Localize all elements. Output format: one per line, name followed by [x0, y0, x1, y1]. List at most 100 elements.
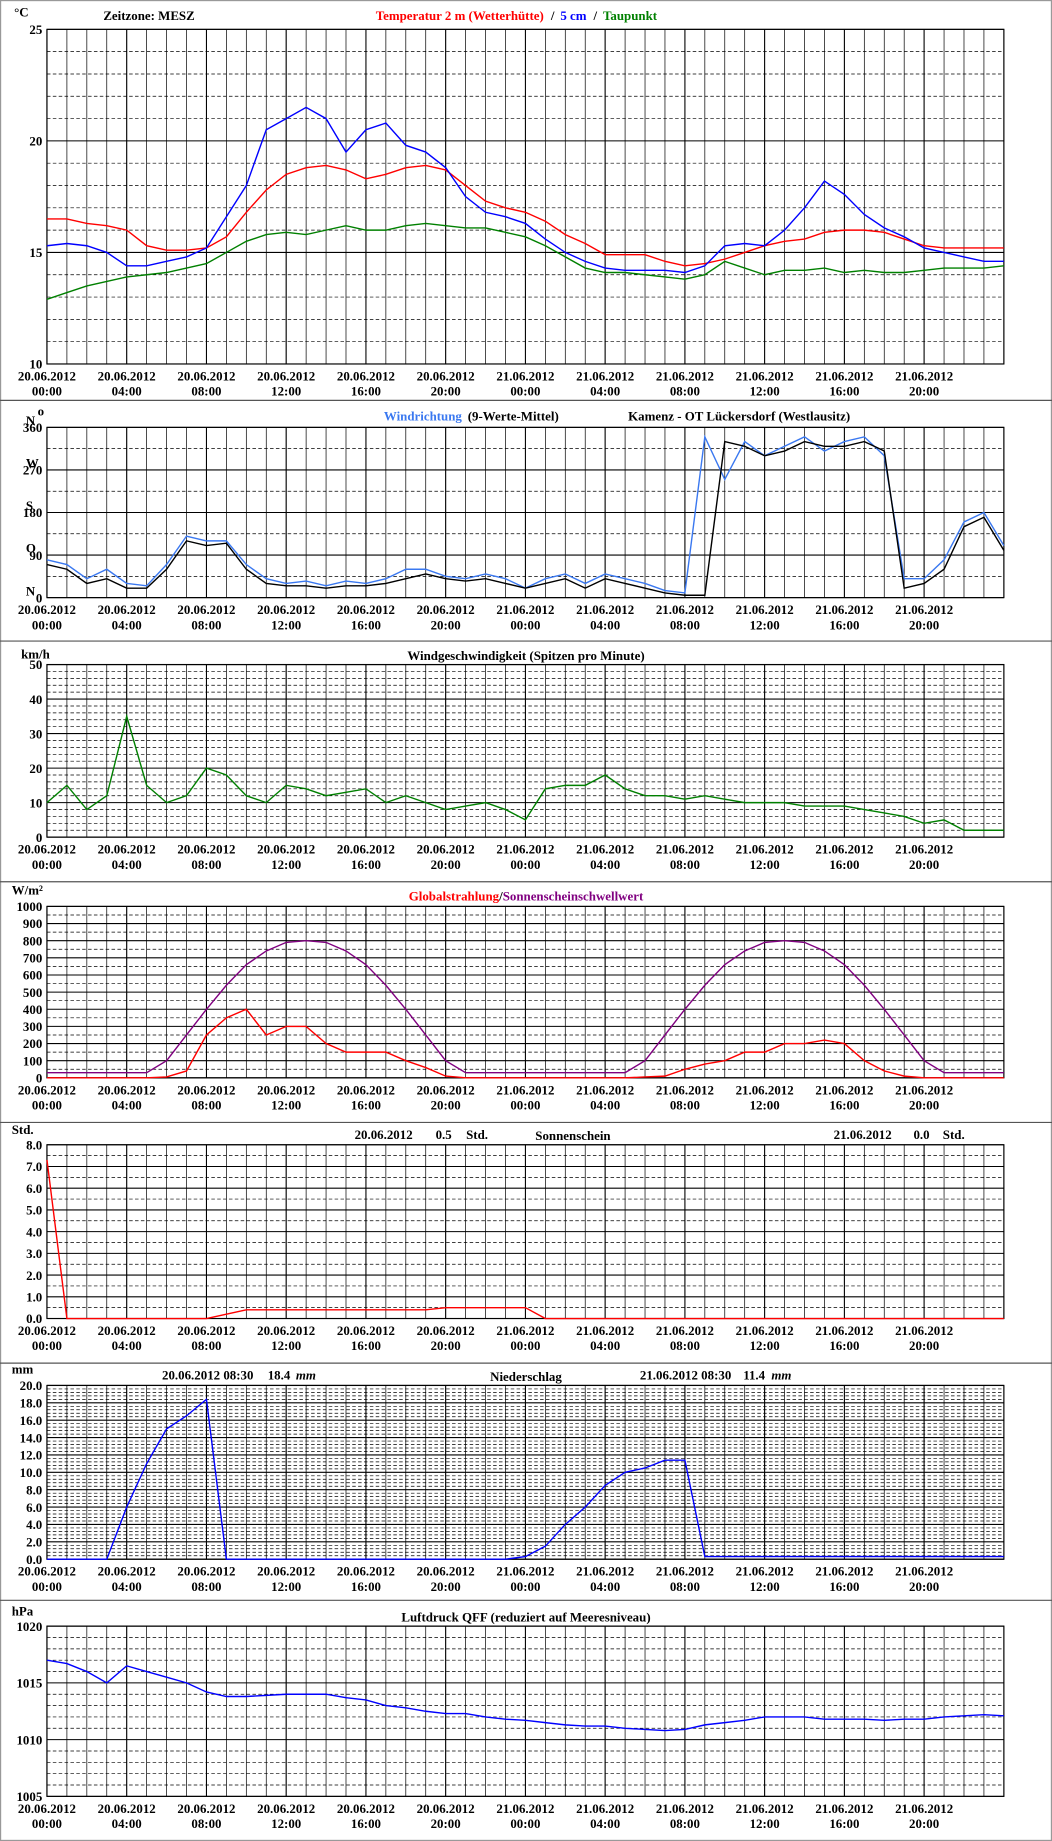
x-tick-label: 20.06.2012 20:00: [417, 1564, 475, 1594]
x-tick-label: 21.06.2012 16:00: [815, 1801, 873, 1831]
header-part: 0.0: [913, 1127, 929, 1142]
y-tick-label: 1010: [16, 1732, 42, 1747]
plot-frame: [46, 1384, 1005, 1560]
x-tick-label: 20.06.2012 16:00: [337, 1801, 395, 1831]
panel-header: 0.5: [436, 1127, 452, 1142]
y-tick-label: 800: [23, 933, 42, 948]
y-tick-label: 3.0: [26, 1246, 42, 1261]
x-tick-label: 21.06.2012 04:00: [576, 1082, 634, 1112]
x-tick-label: 21.06.2012 08:00: [656, 1323, 714, 1353]
x-tick-label: 21.06.2012 16:00: [815, 1323, 873, 1353]
x-tick-label: 20.06.2012 16:00: [337, 602, 395, 632]
header-part: Zeitzone: MESZ: [103, 8, 194, 23]
x-tick-label: 21.06.2012 12:00: [736, 1323, 794, 1353]
panel-header: Std.: [943, 1127, 965, 1142]
x-tick-label: 20.06.2012 20:00: [417, 1801, 475, 1831]
chart-panel: 1005 1010 1015 1020 20.06.2012 00:00 20.06.201…: [12, 1604, 1005, 1831]
y-tick-label: 40: [29, 692, 42, 707]
header-part: Niederschlag: [490, 1369, 562, 1384]
x-tick-label: 20.06.2012 12:00: [257, 1323, 315, 1353]
chart-panel: 0 100 200 300 400 500 600 700 800 900 1000 20.06.20…: [12, 883, 1005, 1113]
x-tick-label: 20.06.2012 04:00: [98, 1323, 156, 1353]
data-line: [46, 713, 1004, 831]
header-part: 11.4: [743, 1368, 765, 1383]
y-tick-label: 1000: [16, 899, 42, 914]
x-tick-label: 20.06.2012 00:00: [18, 602, 76, 632]
y-tick-label: 90: [29, 548, 42, 563]
y-tick-label: 5.0: [26, 1203, 42, 1218]
y-tick-label: 1.0: [26, 1289, 42, 1304]
x-tick-label: 20.06.2012 04:00: [98, 1082, 156, 1112]
y-tick-label: 700: [23, 951, 42, 966]
x-tick-label: 20.06.2012 08:00: [177, 368, 235, 398]
y-tick-label: 10.0: [20, 1465, 43, 1480]
header-part: /: [593, 8, 598, 23]
y-axis-unit: km/h: [21, 647, 50, 662]
y-tick-label: 1015: [16, 1676, 42, 1691]
x-tick-label: 21.06.2012 20:00: [895, 602, 953, 632]
y-tick-label: 8.0: [26, 1137, 42, 1152]
compass-label: O: [26, 541, 36, 556]
y-tick-label: 16.0: [20, 1413, 43, 1428]
x-tick-label: 21.06.2012 00:00: [496, 842, 554, 872]
y-tick-label: 6.0: [26, 1181, 42, 1196]
x-tick-label: 20.06.2012 20:00: [417, 1323, 475, 1353]
y-tick-label: 8.0: [26, 1482, 42, 1497]
x-tick-label: 20.06.2012 08:00: [177, 1082, 235, 1112]
panel-header: 18.4: [268, 1368, 291, 1383]
y-tick-label: 4.0: [26, 1517, 42, 1532]
x-tick-label: 20.06.2012 04:00: [98, 368, 156, 398]
y-tick-label: 20: [29, 134, 42, 149]
data-line: [46, 440, 1005, 596]
x-tick-label: 20.06.2012 20:00: [417, 368, 475, 398]
compass-label: S: [26, 498, 33, 513]
panel-header: Std.: [466, 1127, 488, 1142]
plot-frame: [46, 426, 1005, 599]
chart-panel: 0 10 20 30 40 50 20.06.2012 00:00 20.06.2012 04:0…: [18, 647, 1005, 872]
panel-header: Windrichtung (9-Werte-Mittel): [384, 408, 559, 423]
panel-header: 20.06.2012 08:30: [162, 1368, 253, 1383]
x-tick-label: 21.06.2012 00:00: [496, 602, 554, 632]
header-part: Sonnenscheinschwellwert: [503, 889, 644, 904]
y-tick-label: 50: [29, 657, 42, 672]
header-part: /: [498, 889, 503, 904]
x-tick-label: 21.06.2012 20:00: [895, 1801, 953, 1831]
x-tick-label: 21.06.2012 04:00: [576, 368, 634, 398]
y-tick-label: 18.0: [20, 1396, 43, 1411]
panel-header: Sonnenschein: [535, 1128, 610, 1143]
x-tick-label: 21.06.2012 04:00: [576, 842, 634, 872]
x-tick-label: 20.06.2012 20:00: [417, 842, 475, 872]
x-tick-label: 20.06.2012 00:00: [18, 1082, 76, 1112]
x-tick-label: 21.06.2012 20:00: [895, 842, 953, 872]
x-tick-label: 21.06.2012 00:00: [496, 1082, 554, 1112]
x-tick-label: 21.06.2012 12:00: [736, 1564, 794, 1594]
header-part: 0.5: [436, 1127, 452, 1142]
y-tick-label: 200: [23, 1036, 42, 1051]
x-tick-label: 20.06.2012 16:00: [337, 1082, 395, 1112]
y-tick-label: 100: [23, 1053, 42, 1068]
x-tick-label: 20.06.2012 08:00: [177, 602, 235, 632]
y-tick-label: 0.0: [26, 1552, 42, 1567]
y-tick-label: 6.0: [26, 1500, 42, 1515]
y-tick-label: 400: [23, 1002, 42, 1017]
chart-panel: 10 15 20 25 20.06.2012 00:00 20.06.2012 04:00 20…: [14, 4, 1005, 399]
header-part: 21.06.2012: [834, 1127, 892, 1142]
y-axis-unit: o: [38, 404, 44, 419]
y-tick-label: 10: [29, 357, 42, 372]
plot-frame: [46, 1625, 1005, 1797]
y-tick-label: 0.0: [26, 1311, 42, 1326]
y-tick-label: 900: [23, 916, 42, 931]
x-tick-label: 21.06.2012 20:00: [895, 1564, 953, 1594]
x-tick-label: 21.06.2012 20:00: [895, 368, 953, 398]
y-tick-label: 360: [23, 420, 42, 435]
y-tick-label: 20.0: [20, 1378, 43, 1393]
compass-label: W: [26, 456, 39, 471]
header-part: 21.06.2012 08:30: [640, 1368, 731, 1383]
x-tick-label: 20.06.2012 00:00: [18, 842, 76, 872]
y-axis-unit: mm: [12, 1362, 34, 1377]
x-tick-label: 21.06.2012 20:00: [895, 1323, 953, 1353]
header-part: Std.: [466, 1127, 488, 1142]
